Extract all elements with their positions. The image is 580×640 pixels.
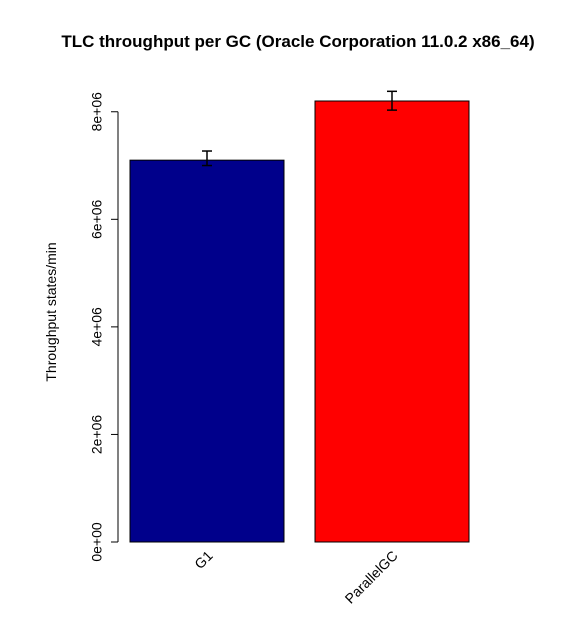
y-tick-label-3: 6e+06 <box>89 199 105 239</box>
error-bar-parallelgc <box>387 90 397 111</box>
chart-title: TLC throughput per GC (Oracle Corporatio… <box>61 32 534 51</box>
y-tick-label-2: 4e+06 <box>89 307 105 347</box>
bars-group <box>129 90 470 543</box>
x-tick-label-g1: G1 <box>191 547 216 572</box>
x-tick-label-parallelgc: ParallelGC <box>342 547 401 606</box>
y-axis: 0e+00 2e+06 4e+06 6e+06 8e+06 <box>89 92 119 562</box>
x-axis-tick-labels: G1 ParallelGC <box>191 547 401 606</box>
y-tick-label-0: 0e+00 <box>89 522 105 562</box>
bar-parallelgc <box>314 100 470 543</box>
bar-g1 <box>129 159 285 543</box>
error-bar-g1 <box>202 150 212 167</box>
y-tick-label-1: 2e+06 <box>89 415 105 455</box>
y-axis-label: Throughput states/min <box>43 242 59 381</box>
y-tick-label-4: 8e+06 <box>89 92 105 132</box>
